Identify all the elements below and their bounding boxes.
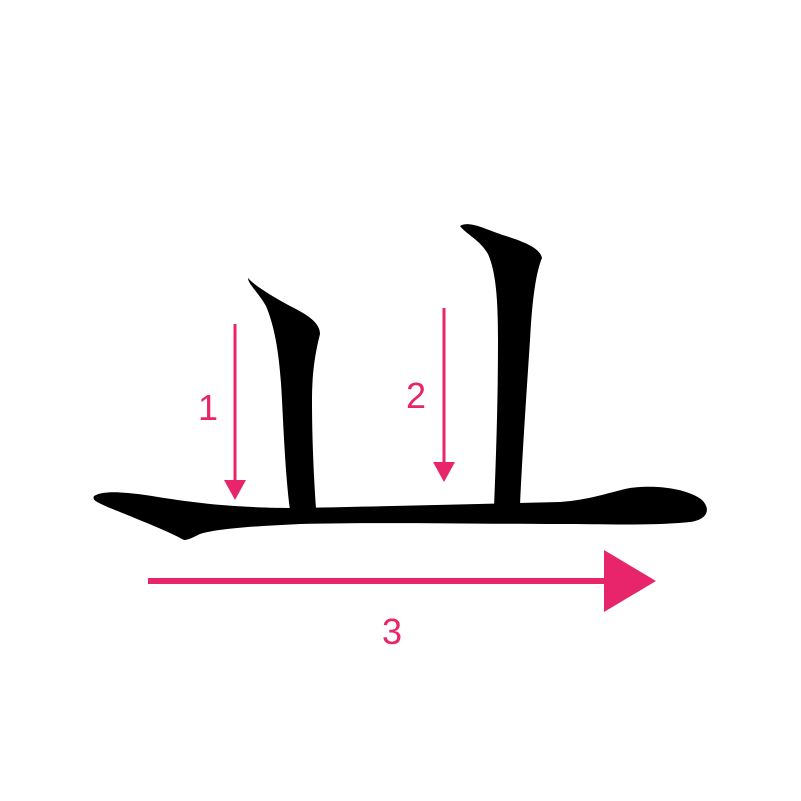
stroke-order-arrow-1: 1 [198,324,246,500]
stroke-order-arrow-3: 3 [148,550,656,652]
arrow-2-head [433,462,455,482]
arrow-3-head [604,550,656,612]
character-glyph [93,224,707,540]
stroke-order-arrow-2: 2 [406,308,455,482]
horizontal-base-stroke [93,486,707,540]
arrow-1-head [224,480,246,500]
arrow-1-label: 1 [198,387,218,428]
arrow-2-label: 2 [406,375,426,416]
right-vertical-stroke [460,224,542,508]
arrow-3-label: 3 [382,611,402,652]
left-vertical-stroke [248,278,320,510]
